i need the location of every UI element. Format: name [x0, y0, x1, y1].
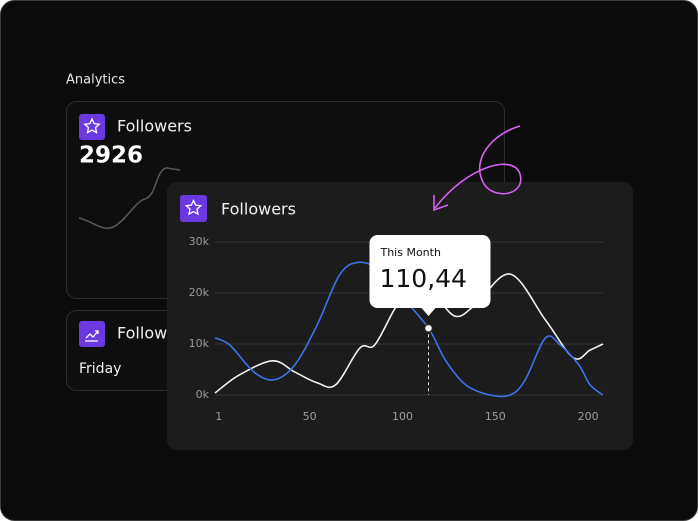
arrow-head	[433, 195, 449, 212]
sparkline	[78, 167, 181, 230]
x-tick-label: 50	[303, 410, 317, 423]
x-tick-label: 100	[392, 410, 413, 423]
chart-card	[167, 182, 633, 450]
y-tick-label: 10k	[189, 337, 210, 350]
x-tick-label: 1	[215, 410, 222, 423]
arrow	[434, 125, 522, 209]
chart-title: Followers	[221, 200, 296, 219]
tooltip: This Month 110,44	[369, 235, 491, 316]
trend-icon	[85, 330, 99, 342]
x-tick-label: 200	[578, 410, 599, 423]
card-title: Followers	[117, 117, 192, 136]
y-tick-label: 30k	[189, 235, 210, 248]
tooltip-title: This Month	[379, 246, 440, 259]
section-title: Analytics	[66, 73, 125, 88]
highlight-point	[423, 323, 434, 333]
x-tick-label: 150	[485, 410, 506, 423]
tooltip-box	[369, 235, 491, 316]
y-tick-label: 0k	[196, 388, 210, 401]
star-icon	[83, 117, 101, 134]
tooltip-value: 110,44	[379, 264, 466, 293]
card-title: Follow	[117, 324, 167, 343]
icon	[79, 321, 105, 347]
y-tick-label: 20k	[189, 286, 210, 299]
card-value: 2926	[79, 143, 143, 169]
star-icon	[184, 198, 203, 216]
icon	[180, 195, 207, 222]
card-label: Friday	[79, 361, 121, 377]
icon	[79, 114, 105, 140]
